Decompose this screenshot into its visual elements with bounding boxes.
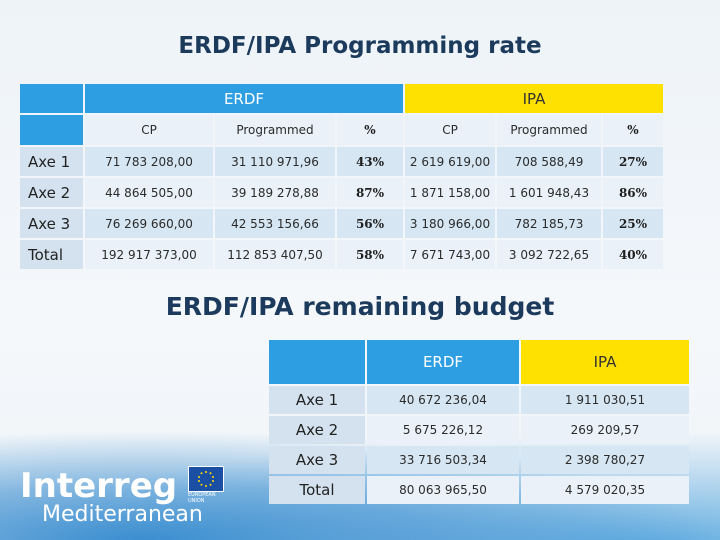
corner-cell — [20, 115, 83, 145]
table-cell: 708 588,49 — [497, 147, 601, 176]
table-cell: 39 189 278,88 — [215, 178, 335, 207]
table-cell: 40 672 236,04 — [367, 386, 519, 414]
erdf-group-header: ERDF — [85, 84, 403, 113]
table-cell: 43% — [337, 147, 403, 176]
table-cell: 44 864 505,00 — [85, 178, 213, 207]
mediterranean-logo: Mediterranean — [42, 502, 203, 527]
row-label: Axe 1 — [20, 147, 83, 176]
table-cell: 112 853 407,50 — [215, 240, 335, 269]
table-cell: 87% — [337, 178, 403, 207]
remaining-budget-table: ERDF IPA Axe 1 40 672 236,04 1 911 030,5… — [267, 338, 691, 506]
table-cell: 1 601 948,43 — [497, 178, 601, 207]
table-cell: 58% — [337, 240, 403, 269]
table-cell: 25% — [603, 209, 663, 238]
table-cell: 42 553 156,66 — [215, 209, 335, 238]
section-title: ERDF/IPA remaining budget — [165, 292, 555, 321]
col-header: % — [603, 115, 663, 145]
table-cell: 5 675 226,12 — [367, 416, 519, 444]
table-cell: 1 911 030,51 — [521, 386, 689, 414]
col-header: % — [337, 115, 403, 145]
table-row: Axe 2 5 675 226,12 269 209,57 — [269, 416, 689, 444]
group-header-row: ERDF IPA — [20, 84, 663, 113]
table-cell: 76 269 660,00 — [85, 209, 213, 238]
row-label: Axe 2 — [20, 178, 83, 207]
table-cell: 4 579 020,35 — [521, 476, 689, 504]
table-cell: 86% — [603, 178, 663, 207]
table-cell: 71 783 208,00 — [85, 147, 213, 176]
row-label: Axe 3 — [20, 209, 83, 238]
ipa-group-header: IPA — [405, 84, 663, 113]
programming-rate-table: ERDF IPA CP Programmed % CP Programmed %… — [18, 82, 665, 271]
col-header: CP — [405, 115, 495, 145]
col-header: CP — [85, 115, 213, 145]
table-cell: 40% — [603, 240, 663, 269]
row-label: Total — [269, 476, 365, 504]
table-cell: 1 871 158,00 — [405, 178, 495, 207]
corner-cell — [20, 84, 83, 113]
table-cell: 269 209,57 — [521, 416, 689, 444]
page-title: ERDF/IPA Programming rate — [178, 33, 542, 59]
interreg-logo: Interreg — [20, 466, 178, 506]
table-cell: 33 716 503,34 — [367, 446, 519, 474]
table-cell: 7 671 743,00 — [405, 240, 495, 269]
ipa-header: IPA — [521, 340, 689, 384]
col-header: Programmed — [497, 115, 601, 145]
row-label: Axe 3 — [269, 446, 365, 474]
row-label: Axe 1 — [269, 386, 365, 414]
table-cell: 192 917 373,00 — [85, 240, 213, 269]
table-row: Total 80 063 965,50 4 579 020,35 — [269, 476, 689, 504]
table-row: Axe 1 40 672 236,04 1 911 030,51 — [269, 386, 689, 414]
table-row: Axe 2 44 864 505,00 39 189 278,88 87% 1 … — [20, 178, 663, 207]
col-header: Programmed — [215, 115, 335, 145]
table-cell: 3 180 966,00 — [405, 209, 495, 238]
row-label: Total — [20, 240, 83, 269]
table-cell: 782 185,73 — [497, 209, 601, 238]
row-label: Axe 2 — [269, 416, 365, 444]
table-cell: 2 619 619,00 — [405, 147, 495, 176]
table-cell: 27% — [603, 147, 663, 176]
erdf-header: ERDF — [367, 340, 519, 384]
table-row: Axe 3 33 716 503,34 2 398 780,27 — [269, 446, 689, 474]
eu-label: EUROPEAN UNION — [188, 492, 216, 504]
table-cell: 2 398 780,27 — [521, 446, 689, 474]
table-cell: 80 063 965,50 — [367, 476, 519, 504]
table-row: Axe 3 76 269 660,00 42 553 156,66 56% 3 … — [20, 209, 663, 238]
table-cell: 3 092 722,65 — [497, 240, 601, 269]
table-row: Total 192 917 373,00 112 853 407,50 58% … — [20, 240, 663, 269]
sub-header-row: CP Programmed % CP Programmed % — [20, 115, 663, 145]
corner-cell — [269, 340, 365, 384]
table-cell: 31 110 971,96 — [215, 147, 335, 176]
table-cell: 56% — [337, 209, 403, 238]
header-row: ERDF IPA — [269, 340, 689, 384]
eu-flag-icon — [188, 466, 224, 492]
table-row: Axe 1 71 783 208,00 31 110 971,96 43% 2 … — [20, 147, 663, 176]
